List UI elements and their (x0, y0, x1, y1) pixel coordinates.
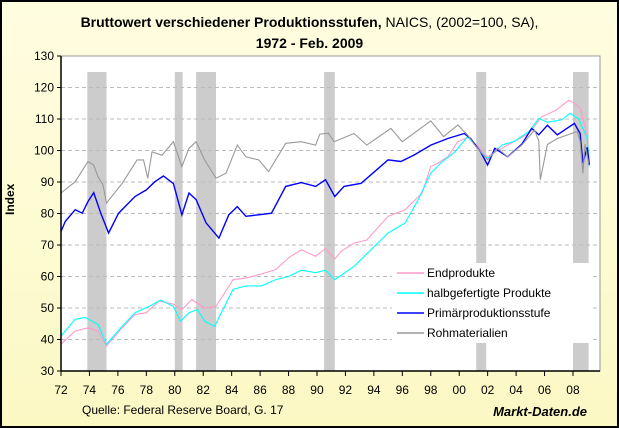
x-tick-label: 04 (509, 383, 523, 397)
legend-label: Primärproduktionsstufe (427, 306, 551, 320)
series-line-prim-rproduktionsstufe (60, 122, 590, 240)
x-tick-label: 90 (310, 383, 324, 397)
x-tick-label: 92 (339, 383, 353, 397)
y-tick-label: 60 (41, 270, 55, 284)
recession-bar (174, 72, 183, 371)
title-bold: Bruttowert verschiedener Produktionsstuf… (80, 14, 382, 30)
x-tick-label: 94 (367, 383, 381, 397)
series-line-halbgefertigte-produkte (60, 112, 590, 346)
legend-label: Endprodukte (427, 266, 495, 280)
x-tick-label: 08 (566, 383, 580, 397)
y-tick-label: 130 (34, 49, 54, 63)
chart-title: Bruttowert verschiedener Produktionsstuf… (0, 12, 619, 54)
x-tick-label: 80 (168, 383, 182, 397)
legend-label: halbgefertigte Produkte (427, 286, 551, 300)
legend-label: Rohmaterialien (427, 326, 508, 340)
x-tick-label: 98 (424, 383, 438, 397)
recession-bar (87, 72, 107, 371)
y-tick-label: 80 (41, 207, 55, 221)
y-tick-label: 50 (41, 301, 55, 315)
x-tick-label: 02 (481, 383, 495, 397)
series-line-rohmaterialien (60, 120, 590, 205)
x-tick-label: 84 (225, 383, 239, 397)
x-tick-label: 88 (282, 383, 296, 397)
title-line2: 1972 - Feb. 2009 (255, 35, 364, 51)
legend-box (392, 263, 592, 343)
x-tick-label: 00 (453, 383, 467, 397)
title-normal: NAICS, (2002=100, SA), (381, 14, 539, 30)
x-tick-label: 74 (83, 383, 97, 397)
x-tick-label: 72 (54, 383, 68, 397)
recession-bar (476, 343, 487, 371)
x-tick-label: 86 (253, 383, 267, 397)
x-tick-label: 06 (538, 383, 552, 397)
y-tick-label: 100 (34, 144, 54, 158)
y-tick-label: 40 (41, 333, 55, 347)
x-tick-label: 82 (197, 383, 211, 397)
recession-bar (324, 72, 335, 371)
source-note: Quelle: Federal Reserve Board, G. 17 (82, 403, 284, 417)
y-tick-label: 90 (41, 175, 55, 189)
brand-logo: Markt-Daten.de (493, 404, 587, 419)
x-tick-label: 78 (140, 383, 154, 397)
y-tick-label: 30 (41, 364, 55, 378)
x-tick-label: 76 (111, 383, 125, 397)
y-tick-label: 70 (41, 238, 55, 252)
recession-bar (476, 72, 487, 263)
y-tick-label: 120 (34, 81, 54, 95)
series-line-endprodukte (60, 99, 590, 348)
x-tick-label: 96 (396, 383, 410, 397)
legend: Endprodukte halbgefertigte Produkte Primär… (392, 263, 592, 343)
y-tick-label: 110 (35, 112, 54, 126)
